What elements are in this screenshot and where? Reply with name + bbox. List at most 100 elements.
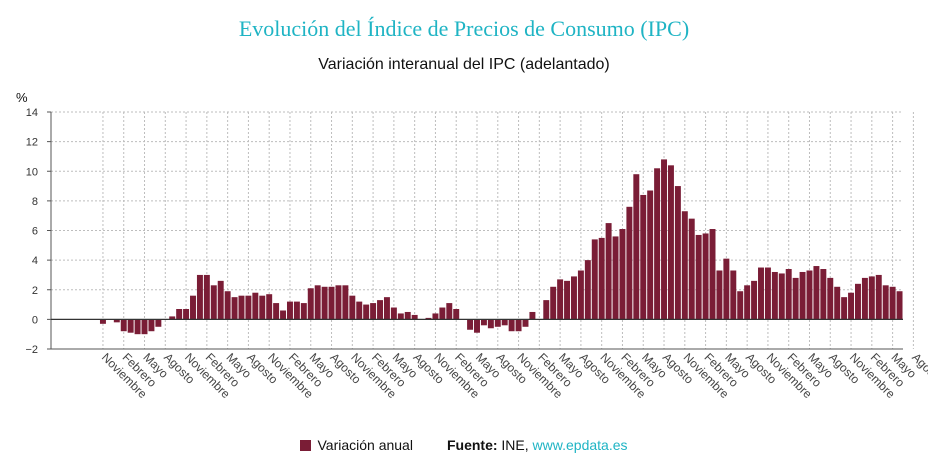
bar: [744, 285, 751, 320]
bar: [425, 317, 432, 320]
bar: [252, 292, 259, 320]
bar: [377, 300, 384, 320]
bar: [799, 271, 806, 320]
bar: [785, 269, 792, 320]
bar: [210, 285, 217, 320]
bar: [709, 229, 716, 320]
bar: [792, 277, 799, 320]
bar: [494, 319, 501, 327]
axes: [47, 111, 903, 350]
bar: [99, 319, 106, 324]
y-tick-label: 10: [26, 166, 38, 178]
source-name: INE,: [501, 437, 529, 453]
bar: [480, 319, 487, 326]
bar: [522, 319, 529, 327]
bar: [356, 301, 363, 320]
bars: [99, 159, 903, 335]
bar: [737, 291, 744, 320]
bar: [640, 194, 647, 320]
bar: [190, 295, 196, 320]
bar: [674, 186, 681, 320]
bar: [224, 291, 231, 320]
bar: [196, 274, 203, 320]
bar: [619, 229, 626, 320]
bar: [612, 236, 619, 320]
bar: [598, 237, 605, 320]
bar: [841, 297, 848, 320]
bar: [335, 285, 342, 320]
bar: [383, 297, 390, 320]
bar: [654, 168, 661, 320]
bar: [896, 291, 903, 320]
bar: [411, 314, 418, 320]
y-tick-label: 8: [32, 196, 38, 208]
bar: [370, 303, 377, 320]
y-tick-label: −2: [25, 344, 38, 356]
y-tick-label: 2: [32, 285, 38, 297]
bar: [363, 304, 370, 320]
bar: [134, 319, 141, 335]
bar: [127, 319, 134, 333]
legend-series-label: Variación anual: [317, 437, 413, 453]
bar: [702, 233, 709, 320]
bar: [667, 165, 674, 320]
bar: [716, 270, 723, 320]
bar: [882, 285, 889, 320]
bar: [848, 292, 855, 320]
bar: [688, 218, 695, 320]
bar: [764, 267, 771, 320]
bar: [778, 273, 785, 320]
bar: [723, 258, 730, 320]
bar: [875, 274, 882, 320]
y-tick-labels: −2 0 2 4 6 8 10 12 14: [25, 107, 38, 356]
bar: [633, 174, 640, 320]
bar: [286, 301, 293, 320]
bar: [446, 303, 453, 320]
y-tick-label: 0: [32, 314, 38, 326]
source-link[interactable]: www.epdata.es: [532, 437, 628, 453]
bar: [626, 206, 633, 320]
bar: [183, 309, 190, 320]
bar: [120, 319, 127, 332]
bar: [889, 286, 896, 320]
legend-swatch: [300, 440, 312, 451]
bar: [231, 297, 238, 320]
bar: [564, 280, 571, 320]
y-tick-label: 12: [26, 137, 38, 149]
bar: [321, 286, 328, 320]
bar: [577, 270, 584, 320]
bar: [806, 270, 813, 320]
bar: [259, 295, 266, 320]
bar: [474, 319, 480, 333]
bar: [515, 319, 522, 332]
bar: [543, 300, 550, 320]
bar: [453, 309, 460, 320]
chart-title: Evolución del Índice de Precios de Consu…: [238, 16, 690, 41]
bar: [432, 313, 439, 320]
chart-subtitle: Variación interanual del IPC (adelantado…: [318, 56, 610, 73]
bar: [591, 239, 598, 320]
bar: [771, 271, 778, 320]
bar: [868, 276, 875, 320]
y-axis-label: %: [16, 90, 28, 105]
chart-svg: % −2 0 2 4 6 8 10 12 14 NoviembreFebreroMayoAgos…: [16, 90, 928, 401]
bar: [501, 319, 508, 326]
bar: [328, 286, 335, 320]
x-tick-labels: NoviembreFebreroMayoAgostoNoviembreFebre…: [99, 350, 928, 401]
bar: [245, 295, 252, 320]
bar: [397, 313, 404, 320]
y-tick-label: 6: [32, 226, 38, 238]
bar: [148, 319, 155, 332]
bar: [300, 303, 307, 320]
bar: [404, 311, 411, 320]
bar: [661, 159, 668, 320]
bar: [439, 307, 446, 320]
bar: [280, 310, 287, 320]
bar: [605, 223, 612, 320]
bar: [141, 319, 148, 335]
bar: [529, 311, 536, 320]
bar: [861, 277, 868, 320]
bar: [681, 211, 688, 320]
y-tick-label: 4: [32, 255, 38, 267]
bar: [390, 307, 397, 320]
